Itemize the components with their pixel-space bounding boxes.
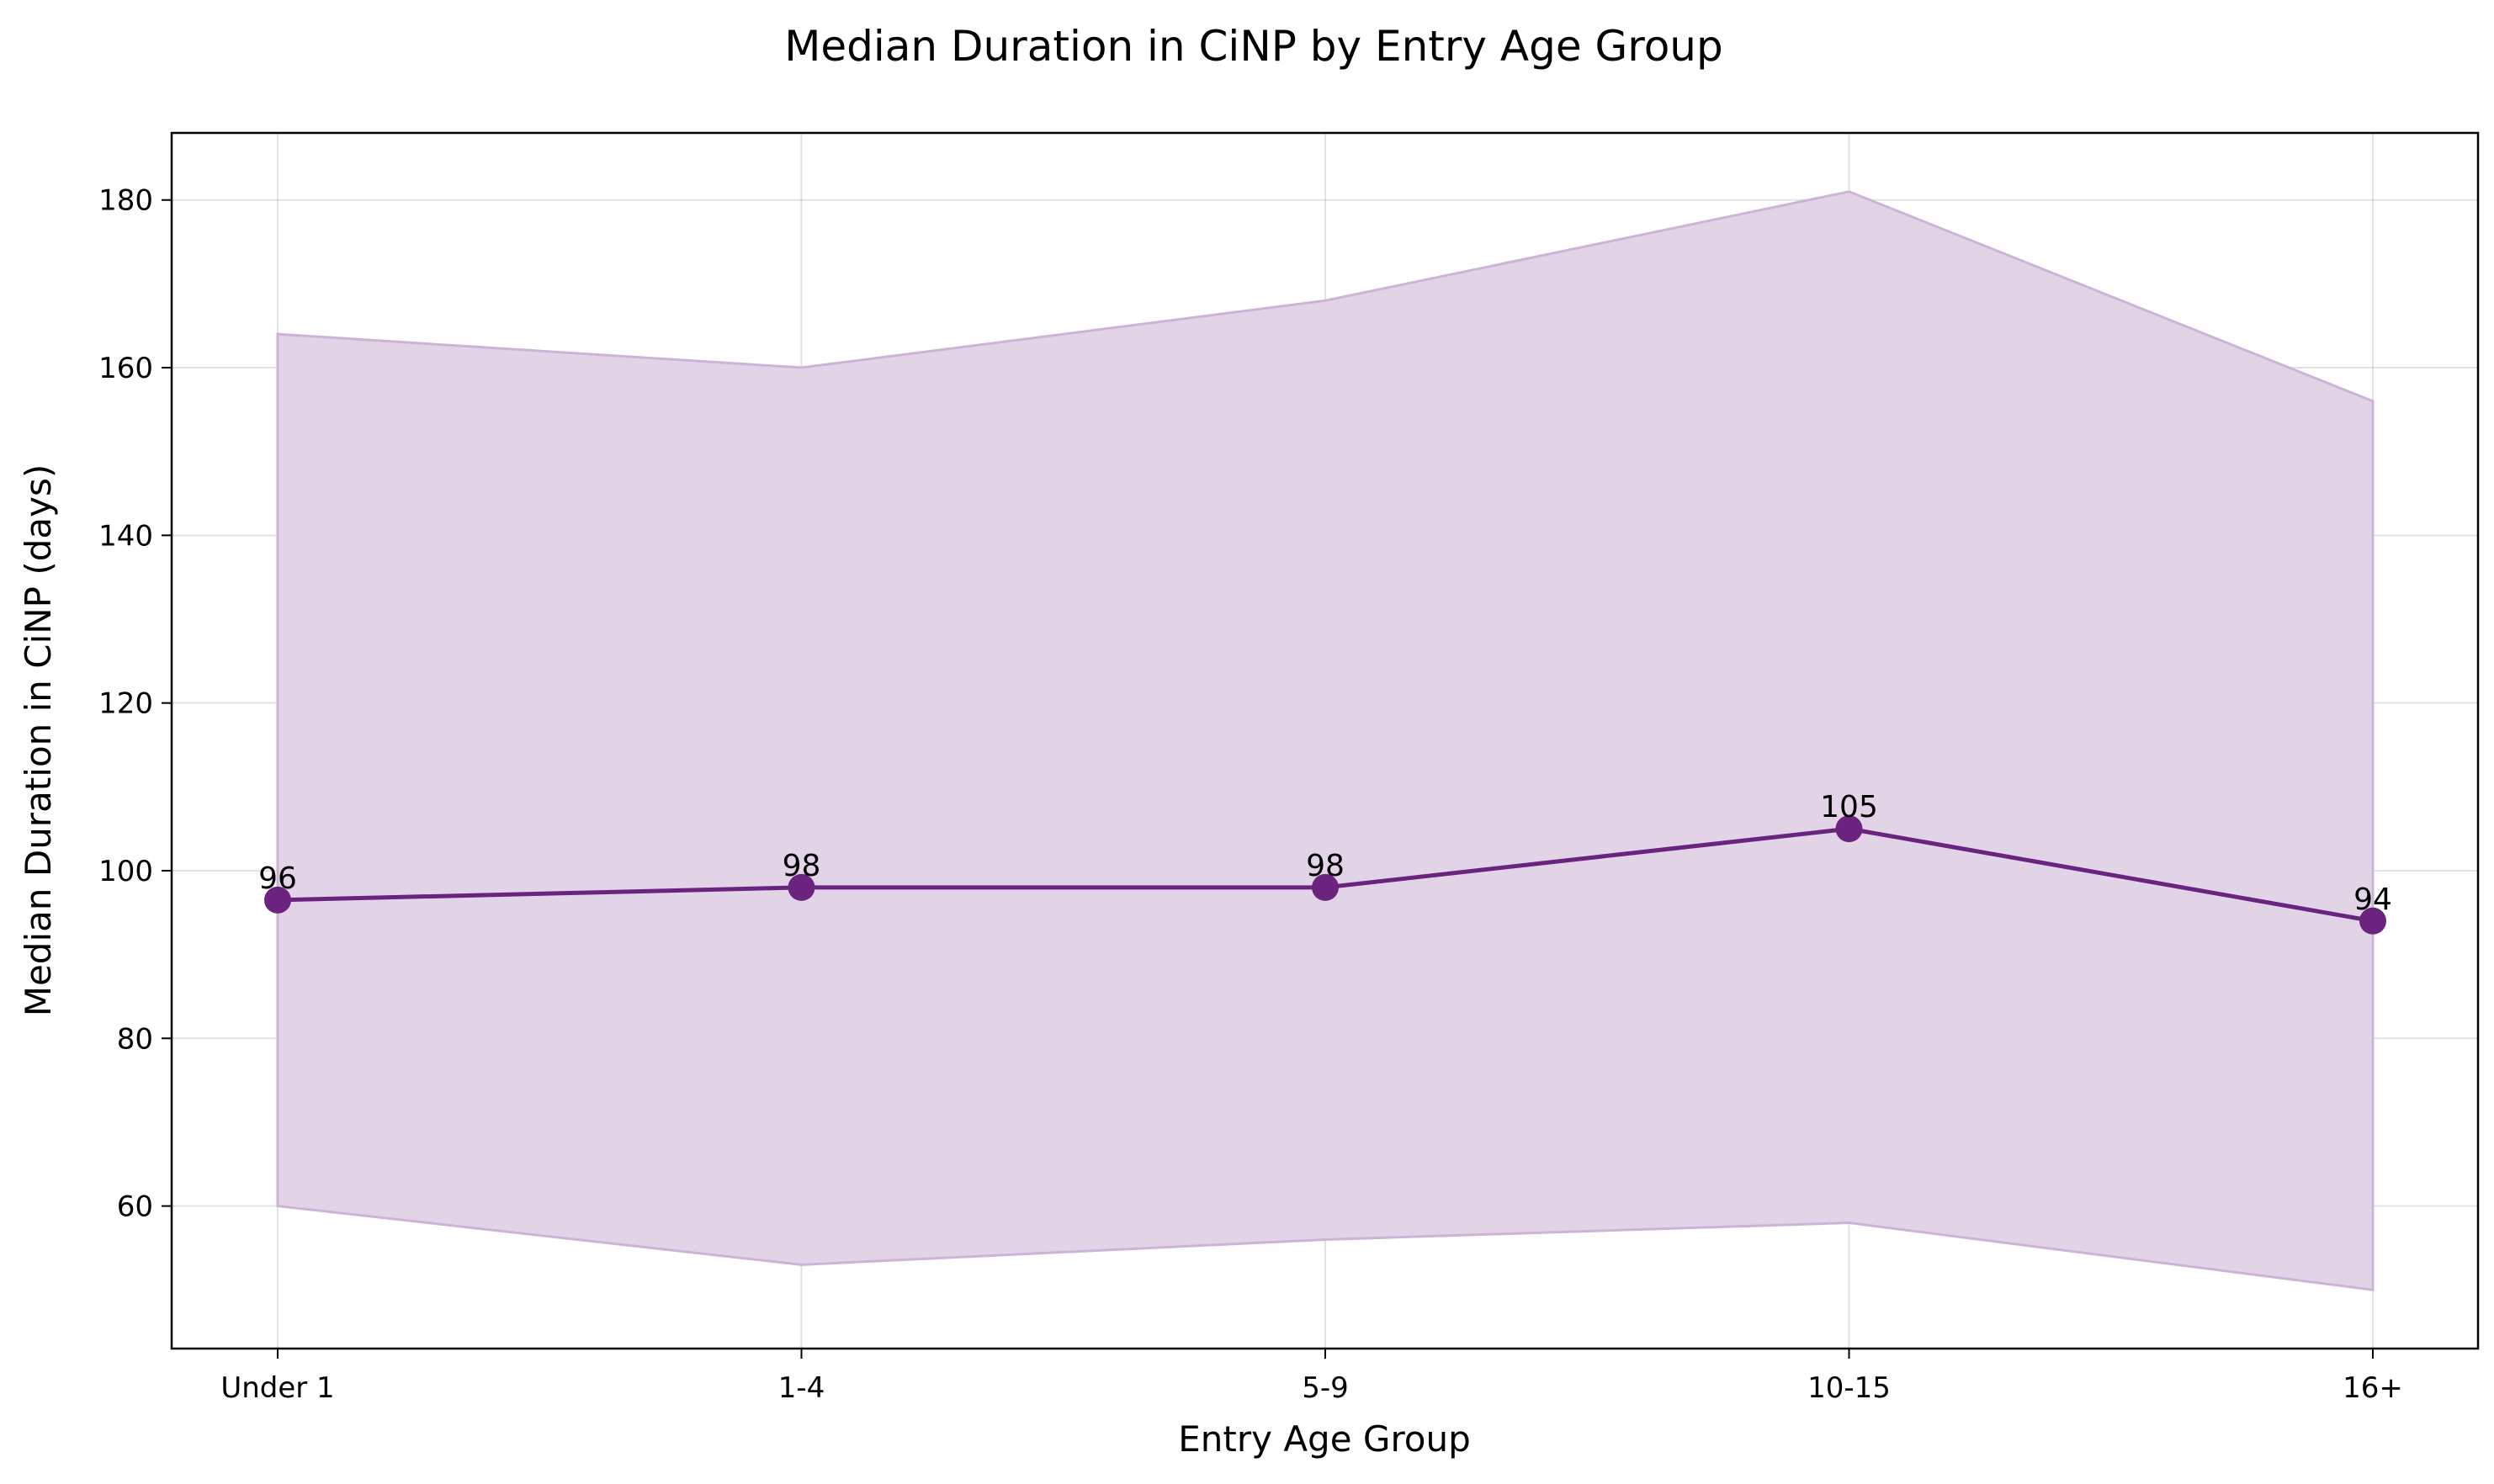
y-tick-label: 80 [117, 1022, 153, 1056]
x-tick-label: 5-9 [1302, 1371, 1349, 1405]
range-band [276, 190, 2375, 1291]
x-axis-ticks: Under 1 1-4 5-9 10-15 16+ [220, 1349, 2403, 1405]
y-tick-label: 160 [98, 352, 153, 385]
chart-title: Median Duration in CiNP by Entry Age Gro… [784, 22, 1723, 71]
x-axis-label: Entry Age Group [1178, 1418, 1471, 1460]
x-tick-label: 10-15 [1807, 1371, 1891, 1405]
data-point [1835, 815, 1863, 843]
data-point [264, 886, 291, 914]
series-markers [264, 815, 2386, 935]
data-label: 96 [258, 861, 297, 896]
y-tick-label: 140 [98, 519, 153, 553]
data-point [788, 873, 815, 901]
x-tick-label: Under 1 [220, 1371, 334, 1405]
y-axis-label: Median Duration in CiNP (days) [18, 464, 59, 1017]
range-band-area [276, 190, 2375, 1291]
x-tick-label: 1-4 [778, 1371, 825, 1405]
y-tick-label: 60 [117, 1190, 153, 1224]
data-labels: 96 98 98 105 94 [258, 790, 2392, 917]
data-label: 94 [2353, 882, 2392, 917]
data-label: 98 [783, 849, 821, 883]
y-tick-label: 100 [98, 855, 153, 888]
y-axis-ticks: 60 80 100 120 140 160 180 [98, 184, 172, 1224]
data-point [1312, 873, 1339, 901]
data-label: 105 [1820, 790, 1878, 824]
y-tick-label: 180 [98, 184, 153, 218]
x-tick-label: 16+ [2343, 1371, 2403, 1405]
data-point [2359, 907, 2386, 935]
data-label: 98 [1306, 849, 1345, 883]
y-tick-label: 120 [98, 687, 153, 721]
